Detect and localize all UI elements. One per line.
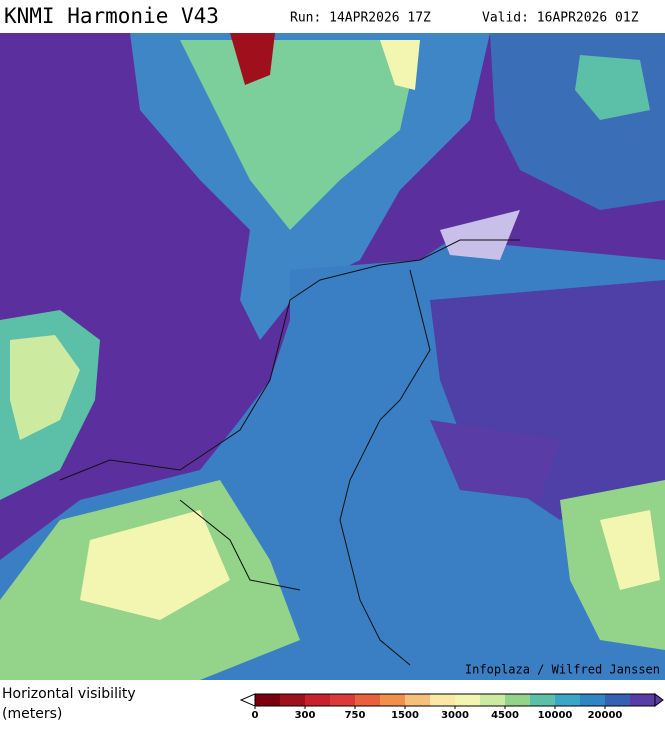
colorbar-swatch [380, 694, 405, 706]
colorbar-tick-label: 3000 [441, 710, 469, 721]
legend-label: (meters) [2, 706, 62, 722]
colorbar-swatch [605, 694, 630, 706]
fog-field [180, 40, 420, 230]
colorbar-tick-label: 1500 [391, 710, 419, 721]
germany-south [600, 510, 660, 590]
colorbar-swatch [355, 694, 380, 706]
colorbar-tick-label: 0 [252, 710, 259, 721]
colorbar-swatch [430, 694, 455, 706]
colorbar-swatch [530, 694, 555, 706]
england [10, 335, 80, 440]
colorbar-swatch [255, 694, 280, 706]
credit: Infoplaza / Wilfred Janssen [465, 663, 660, 677]
colorbar-swatch [580, 694, 605, 706]
colorbar-swatch [405, 694, 430, 706]
colorbar-swatch [305, 694, 330, 706]
fog-core [230, 33, 275, 85]
colorbar-swatch [630, 694, 655, 706]
colorbar-tick-label: 300 [295, 710, 316, 721]
colorbar-swatch [330, 694, 355, 706]
colorbar-swatch [555, 694, 580, 706]
land [575, 55, 650, 120]
map [0, 33, 665, 680]
colorbar-swatch [455, 694, 480, 706]
colorbar-tick-label: 20000 [588, 710, 623, 721]
title: KNMI Harmonie V43 [4, 4, 219, 28]
colorbar-swatch [505, 694, 530, 706]
fog-field [380, 40, 420, 90]
colorbar-swatch [480, 694, 505, 706]
land-purple [430, 420, 560, 500]
colorbar-swatch [280, 694, 305, 706]
belgium-france [80, 510, 230, 620]
header [0, 0, 665, 33]
wadden [440, 210, 520, 260]
footer [0, 680, 665, 735]
legend-label: Horizontal visibility [2, 686, 136, 702]
run-time: Run: 14APR2026 17Z [290, 11, 431, 26]
colorbar-tick-label: 4500 [491, 710, 519, 721]
borders [59, 239, 520, 666]
valid-time: Valid: 16APR2026 01Z [482, 11, 639, 26]
colorbar-tick-label: 750 [345, 710, 366, 721]
colorbar-tick-label: 10000 [538, 710, 573, 721]
